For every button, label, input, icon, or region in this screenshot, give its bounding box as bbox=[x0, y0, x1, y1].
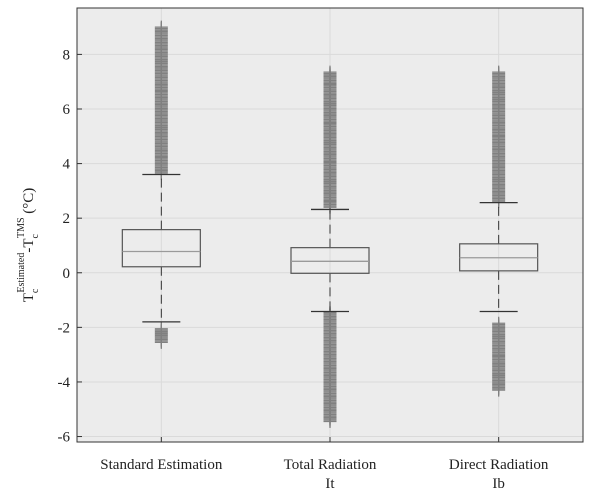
y-tick-label: 4 bbox=[63, 157, 71, 173]
x-category-label: Ib bbox=[492, 476, 505, 492]
outlier-marker bbox=[492, 194, 506, 208]
y-tick-label: 2 bbox=[63, 211, 71, 227]
outlier-marker bbox=[154, 335, 168, 349]
box-iqr bbox=[290, 247, 370, 274]
x-category-label: Total Radiation bbox=[284, 457, 377, 473]
x-axis-categories: Standard Estimation Total Radiation It Dire… bbox=[100, 457, 549, 492]
y-axis-label: TcEstimated-TcTMS (°C) bbox=[16, 188, 41, 303]
plot-frame bbox=[76, 7, 584, 443]
y-axis-ticks: -6 -4 -2 0 2 4 6 8 bbox=[58, 47, 500, 446]
boxes bbox=[121, 20, 539, 429]
box-iqr bbox=[121, 229, 201, 268]
y-tick-label: -6 bbox=[58, 430, 71, 446]
y-tick-label: -2 bbox=[58, 320, 71, 336]
y-tick-label: -4 bbox=[58, 375, 71, 391]
outlier-marker bbox=[323, 415, 337, 429]
x-category-label: Standard Estimation bbox=[100, 457, 223, 473]
y-tick-label: 0 bbox=[63, 266, 71, 282]
y-tick-label: 8 bbox=[63, 47, 71, 63]
x-category-label: Direct Radiation bbox=[449, 457, 549, 473]
x-category-label: It bbox=[325, 476, 335, 492]
outlier-marker bbox=[492, 383, 506, 397]
box-group bbox=[459, 65, 539, 397]
outlier-marker bbox=[154, 166, 168, 180]
y-tick-label: 6 bbox=[63, 102, 71, 118]
box-group bbox=[121, 20, 201, 349]
box-group bbox=[290, 65, 370, 429]
